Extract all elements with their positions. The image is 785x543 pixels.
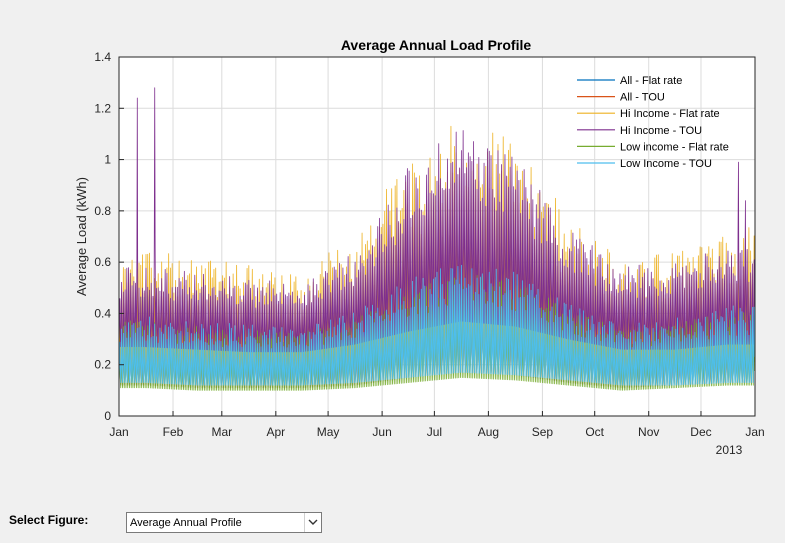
figure-select-dropdown[interactable]: Average Annual Profile (126, 512, 322, 533)
x-axis-year-label: 2013 (716, 443, 743, 457)
legend-entry: All - Flat rate (620, 75, 682, 87)
series-lines (118, 87, 755, 391)
plot-border (118, 56, 756, 417)
x-tick-label: Nov (638, 425, 659, 439)
legend-entry: Hi Income - TOU (620, 125, 702, 137)
legend-entry: All - TOU (620, 92, 665, 104)
y-tick-label: 1.4 (94, 50, 111, 64)
x-axis: Jan Feb Mar Apr May Jun Jul Aug Sep Oct Nov Dec Jan (109, 411, 765, 439)
x-tick-label: Aug (478, 425, 499, 439)
x-tick-label: Mar (211, 425, 232, 439)
chevron-down-icon[interactable] (304, 513, 321, 532)
x-tick-label: Jul (427, 425, 442, 439)
x-tick-label: Feb (163, 425, 184, 439)
y-tick-label: 0 (104, 409, 111, 423)
x-tick-label: Jan (745, 425, 764, 439)
x-tick-label: Oct (585, 425, 604, 439)
series-line-5 (118, 264, 755, 386)
series-line-3 (118, 87, 755, 353)
legend: All - Flat rate All - TOU Hi Income - Flat… (577, 75, 729, 170)
y-axis: 0 0.2 0.4 0.6 0.8 1 1.2 1.4 (94, 50, 124, 423)
x-tick-label: May (317, 425, 340, 439)
y-axis-label: Average Load (kWh) (74, 177, 89, 296)
x-tick-label: Sep (532, 425, 554, 439)
legend-entry: Low Income - TOU (620, 158, 712, 170)
chart-title: Average Annual Load Profile (341, 37, 532, 53)
x-tick-label: Dec (690, 425, 711, 439)
legend-entry: Hi Income - Flat rate (620, 108, 720, 120)
x-tick-label: Jan (109, 425, 128, 439)
x-tick-label: Apr (266, 425, 285, 439)
y-tick-label: 0.8 (94, 204, 111, 218)
y-tick-label: 1 (104, 153, 111, 167)
legend-entry: Low income - Flat rate (620, 141, 729, 153)
y-tick-label: 0.4 (94, 306, 111, 320)
plot-area: Jan Feb Mar Apr May Jun Jul Aug Sep Oct Nov Dec Jan … (94, 50, 764, 439)
x-tick-label: Jun (372, 425, 391, 439)
y-tick-label: 0.2 (94, 358, 111, 372)
y-tick-label: 1.2 (94, 101, 111, 115)
figure-select-value: Average Annual Profile (130, 516, 242, 529)
select-figure-label: Select Figure: (9, 513, 89, 527)
chart: Average Annual Load Profile Jan Feb Mar Apr… (74, 37, 765, 457)
y-tick-label: 0.6 (94, 255, 111, 269)
